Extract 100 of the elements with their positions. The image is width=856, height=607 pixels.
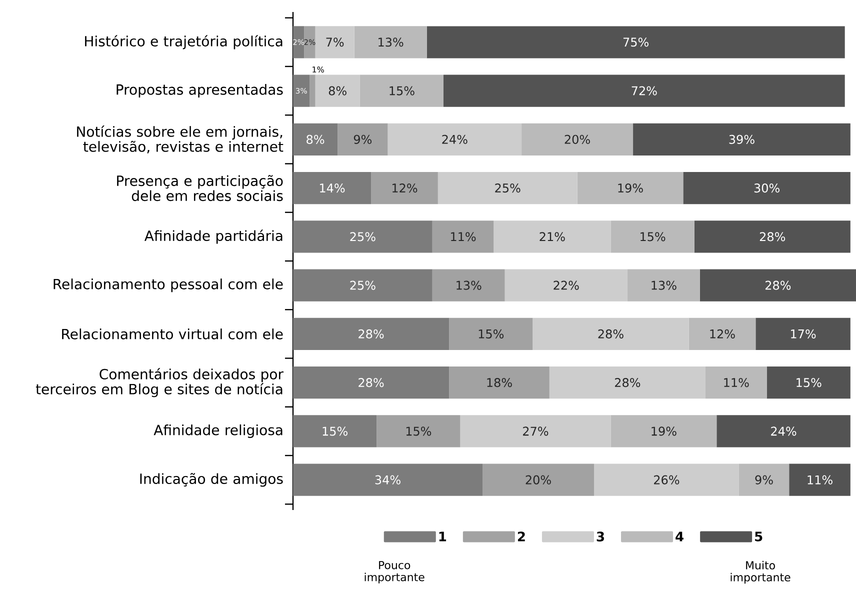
data-label: 28% bbox=[358, 378, 384, 388]
bar bbox=[354, 26, 427, 58]
data-label: 7% bbox=[326, 38, 344, 47]
bar bbox=[293, 26, 304, 58]
bar bbox=[293, 74, 310, 107]
bar bbox=[293, 269, 432, 302]
data-label: 26% bbox=[654, 475, 680, 484]
y-tick-label: Relacionamento virtual com ele bbox=[62, 328, 283, 340]
data-label: 8% bbox=[306, 134, 324, 144]
data-label: 25% bbox=[350, 232, 376, 242]
bar bbox=[594, 464, 739, 496]
bar bbox=[688, 318, 756, 350]
bar bbox=[716, 415, 850, 448]
data-label: 28% bbox=[615, 378, 640, 388]
data-label: 15% bbox=[390, 86, 414, 96]
bar bbox=[432, 269, 505, 302]
data-label: 11% bbox=[724, 378, 749, 388]
text: Muito importante bbox=[730, 560, 790, 584]
text: Pouco importante bbox=[364, 561, 424, 584]
bar bbox=[293, 123, 338, 156]
y-tick-label: Notícias sobre ele em jornais, televisão, revistas e internet bbox=[77, 126, 284, 154]
bar bbox=[610, 220, 694, 253]
y-tick-label: Histórico e trajetória política bbox=[85, 35, 282, 50]
bar bbox=[293, 172, 372, 204]
data-label: 28% bbox=[760, 232, 786, 242]
y-tick-label: Propostas apresentadas bbox=[116, 84, 283, 98]
data-label: 9% bbox=[354, 134, 372, 144]
data-label: 27% bbox=[523, 426, 548, 436]
data-label: 15% bbox=[478, 329, 504, 338]
data-label: 13% bbox=[456, 280, 482, 290]
data-label: 18% bbox=[487, 378, 512, 388]
data-label: 11% bbox=[451, 232, 476, 242]
data-label: 15% bbox=[796, 378, 822, 388]
data-label: 12% bbox=[710, 329, 735, 338]
bar bbox=[304, 26, 316, 58]
bar bbox=[522, 123, 634, 156]
bar bbox=[610, 415, 717, 448]
bar bbox=[293, 415, 377, 448]
bar bbox=[293, 220, 432, 253]
bar bbox=[293, 464, 483, 496]
bar bbox=[449, 318, 533, 350]
bar bbox=[504, 269, 628, 302]
y-tick-label: Indicação de amigos bbox=[140, 472, 283, 487]
data-label: 25% bbox=[495, 184, 520, 193]
data-label: 30% bbox=[754, 184, 780, 193]
legend-label: 2 bbox=[518, 532, 525, 542]
data-label: 20% bbox=[564, 134, 590, 144]
y-tick-label: Afinidade partidária bbox=[144, 230, 282, 244]
bar bbox=[532, 318, 689, 350]
bar bbox=[683, 172, 850, 204]
data-label: 8% bbox=[328, 86, 346, 96]
data-label: 14% bbox=[320, 184, 345, 193]
data-label: 75% bbox=[623, 38, 648, 47]
bar bbox=[315, 74, 360, 107]
bar bbox=[577, 172, 684, 204]
data-label: 21% bbox=[540, 232, 565, 242]
bar bbox=[293, 366, 450, 399]
legend-label: 4 bbox=[676, 532, 684, 542]
bar bbox=[426, 26, 845, 58]
bar bbox=[700, 269, 856, 302]
bar bbox=[371, 172, 438, 204]
data-label: 13% bbox=[652, 280, 676, 290]
bar bbox=[494, 220, 611, 253]
legend-label: 1 bbox=[439, 532, 446, 542]
bar bbox=[694, 220, 850, 253]
data-label: 19% bbox=[618, 184, 643, 193]
data-label: 17% bbox=[791, 329, 816, 338]
bar bbox=[444, 74, 845, 107]
bar bbox=[789, 464, 850, 496]
bar bbox=[360, 74, 444, 107]
bar bbox=[756, 318, 850, 350]
data-label: 15% bbox=[322, 426, 348, 436]
bar bbox=[738, 464, 790, 496]
data-label: 28% bbox=[766, 280, 791, 290]
bar bbox=[438, 172, 578, 204]
bar bbox=[705, 366, 767, 399]
bar bbox=[460, 415, 611, 448]
data-label: 28% bbox=[598, 329, 624, 338]
bar bbox=[627, 269, 700, 302]
bar bbox=[549, 366, 706, 399]
bar bbox=[482, 464, 594, 496]
y-tick-label: Comentários deixados por terceiros em Blog e sites de notícia bbox=[36, 368, 284, 398]
data-label: 1% bbox=[312, 66, 324, 73]
legend-label: 5 bbox=[755, 532, 762, 542]
bar bbox=[376, 415, 460, 448]
data-label: 28% bbox=[358, 329, 384, 338]
bar bbox=[449, 366, 550, 399]
bar bbox=[766, 366, 850, 399]
y-tick-label: Presença e participação dele em redes sociais bbox=[117, 175, 283, 202]
data-label: 24% bbox=[771, 426, 796, 436]
data-label: 15% bbox=[406, 426, 432, 436]
data-label: 20% bbox=[526, 475, 551, 484]
bar bbox=[310, 74, 316, 107]
data-label: 22% bbox=[554, 280, 579, 290]
data-label: 24% bbox=[442, 134, 468, 144]
bar bbox=[338, 123, 388, 156]
y-tick-label: Relacionamento pessoal com ele bbox=[54, 278, 283, 292]
data-label: 39% bbox=[729, 134, 754, 144]
data-label: 34% bbox=[375, 475, 400, 484]
data-label: 72% bbox=[632, 86, 657, 96]
